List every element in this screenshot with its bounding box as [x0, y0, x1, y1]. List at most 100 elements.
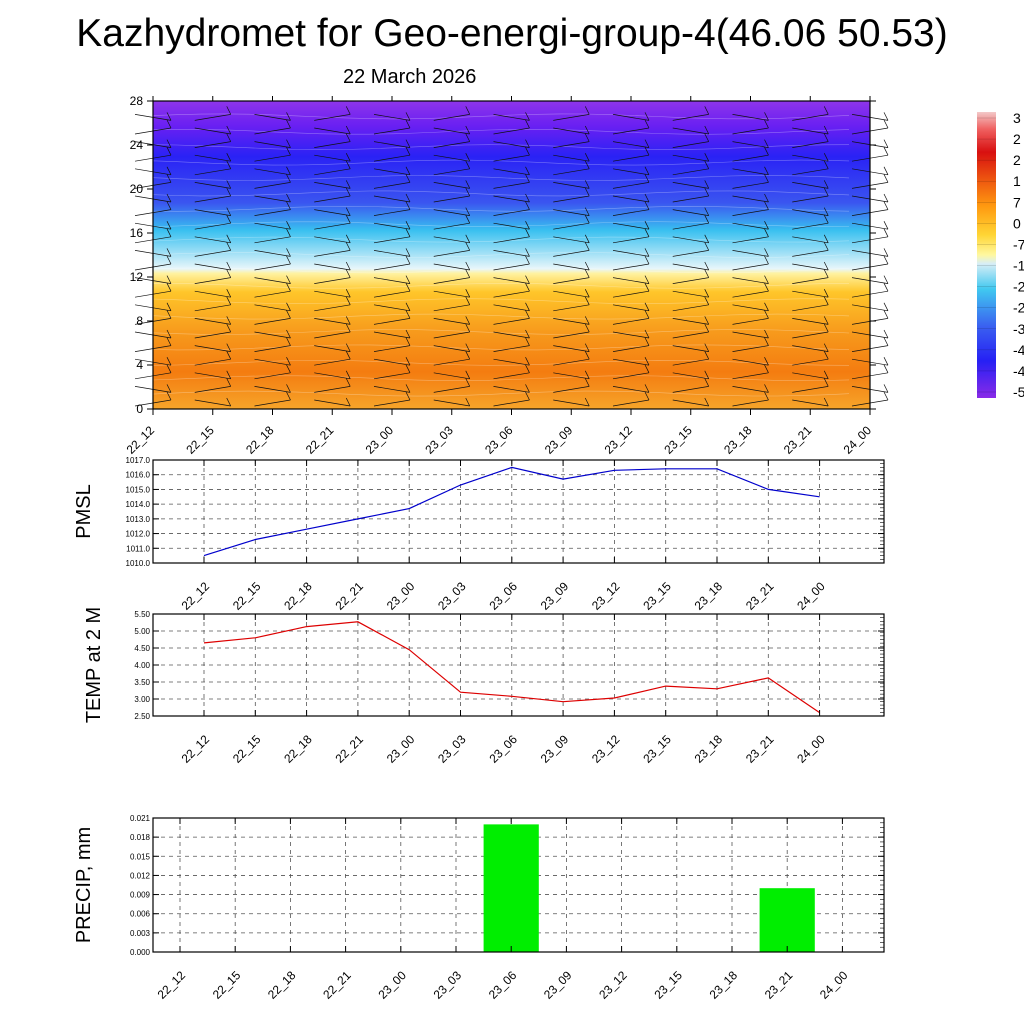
contour-line	[152, 313, 850, 320]
contour-line	[152, 298, 850, 305]
y-tick-label: 12	[130, 270, 144, 284]
x-tick-label: 22_18	[243, 423, 277, 457]
wind-barb	[553, 153, 590, 162]
wind-barb	[672, 180, 710, 189]
wind-barb	[612, 391, 650, 407]
y-tick-label: 4	[136, 358, 143, 372]
contour-line	[152, 128, 850, 135]
wind-barb	[493, 221, 530, 230]
wind-barb	[493, 112, 530, 121]
y-tick-label: 20	[130, 182, 144, 196]
x-tick-label: 23_21	[743, 579, 777, 613]
wind-barb	[732, 112, 769, 121]
wind-barb	[553, 370, 590, 380]
wind-barb	[373, 391, 411, 407]
wind-barb	[254, 112, 291, 121]
wind-barb	[672, 242, 710, 257]
wind-barb	[194, 160, 232, 176]
wind-barb	[493, 364, 530, 380]
wind-barb	[612, 255, 650, 271]
wind-barb	[612, 384, 650, 393]
y-axis-label: TEMP at 2 M	[83, 607, 105, 723]
contour-line	[152, 236, 850, 243]
y-axis-label: PMSL	[73, 484, 95, 538]
wind-barb	[792, 125, 829, 135]
wind-barb	[254, 119, 291, 135]
wind-barb	[254, 248, 291, 257]
wind-barb	[612, 119, 650, 135]
wind-barb	[373, 193, 411, 203]
wind-barb	[493, 248, 530, 257]
y-tick-label: 4.00	[134, 661, 150, 670]
y-tick-label: 0.006	[130, 910, 151, 919]
y-tick-label: 28	[130, 94, 144, 108]
wind-barb	[373, 329, 411, 339]
wind-barb	[792, 234, 829, 244]
wind-barb	[373, 275, 411, 284]
wind-barb	[493, 147, 530, 162]
x-tick-label: 22_15	[210, 968, 244, 1002]
wind-barb	[433, 316, 471, 325]
contour-line	[152, 144, 850, 151]
x-tick-label: 22_18	[281, 579, 315, 613]
y-tick-label: 0.012	[130, 871, 151, 880]
wind-barb	[672, 316, 710, 325]
x-tick-label: 23_21	[762, 968, 796, 1002]
x-tick-label: 22_12	[179, 732, 213, 766]
x-tick-label: 23_00	[375, 968, 409, 1002]
x-tick-label: 24_00	[794, 732, 828, 766]
wind-barb	[553, 378, 590, 393]
wind-barb	[553, 133, 590, 148]
wind-barb	[254, 193, 291, 203]
temp-frame	[152, 613, 885, 717]
wind-barb	[612, 221, 650, 230]
wind-barb	[254, 166, 291, 176]
wind-barb	[254, 384, 291, 393]
wind-barb	[433, 133, 471, 148]
wind-barb	[553, 323, 590, 339]
contour-line	[152, 190, 850, 197]
wind-barb	[612, 193, 650, 203]
wind-barb	[194, 106, 232, 121]
x-tick-label: 23_00	[384, 732, 418, 766]
wind-barb	[612, 174, 650, 189]
x-tick-label: 23_06	[482, 423, 516, 457]
colorbar-label: -1	[1013, 258, 1024, 274]
wind-barb	[433, 343, 471, 352]
x-tick-label: 23_00	[384, 579, 418, 613]
x-tick-label: 23_03	[422, 423, 456, 457]
wind-barb	[553, 289, 590, 298]
heatmap-field	[153, 101, 870, 409]
wind-barb	[553, 316, 590, 325]
wind-barb	[194, 125, 232, 135]
wind-barb	[314, 234, 351, 244]
wind-barb	[792, 269, 829, 284]
wind-barb	[732, 119, 769, 135]
wind-barb	[732, 228, 769, 244]
wind-barb	[792, 343, 829, 352]
wind-barb	[433, 234, 471, 244]
wind-barb	[732, 357, 769, 366]
contour-line	[152, 359, 850, 366]
precip-bar	[759, 888, 815, 952]
wind-barb	[612, 112, 650, 121]
wind-barb	[254, 174, 291, 189]
wind-barb	[373, 174, 411, 189]
wind-barb	[194, 207, 232, 216]
contour-line	[152, 113, 850, 120]
wind-barb	[254, 275, 291, 284]
wind-barb	[373, 112, 411, 121]
colorbar-label: -2	[1013, 300, 1024, 316]
wind-barb	[792, 133, 829, 148]
wind-barb	[194, 370, 232, 380]
wind-barb	[493, 329, 530, 339]
colorbar-label: 2	[1013, 131, 1021, 147]
wind-barb	[493, 302, 530, 312]
wind-barb	[792, 316, 829, 325]
y-tick-label: 1011.0	[126, 544, 150, 553]
wind-barb	[612, 337, 650, 352]
x-tick-label: 22_18	[281, 732, 315, 766]
wind-barb	[194, 351, 232, 366]
wind-barb	[314, 187, 351, 203]
